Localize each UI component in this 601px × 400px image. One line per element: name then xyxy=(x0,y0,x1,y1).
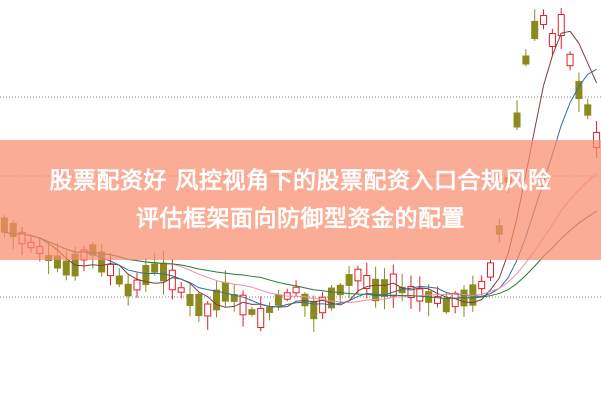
candle-body xyxy=(239,294,247,316)
candle-body xyxy=(487,262,495,278)
candle-body xyxy=(248,309,256,315)
candle-body xyxy=(221,282,229,302)
candle-body xyxy=(380,279,388,297)
candle-body xyxy=(292,286,300,294)
candle-body xyxy=(213,289,221,311)
candle-body xyxy=(274,294,282,306)
candle-body xyxy=(513,112,521,128)
candle-body xyxy=(310,300,318,320)
candle-body xyxy=(319,296,327,314)
candle-body xyxy=(548,33,556,47)
candle-body xyxy=(336,284,344,296)
candle-body xyxy=(266,307,274,313)
candle-body xyxy=(160,262,168,282)
candle-body xyxy=(115,275,123,285)
candle-body xyxy=(257,308,265,328)
candle-body xyxy=(372,278,380,302)
candle-body xyxy=(62,260,70,276)
candle-body xyxy=(451,292,459,308)
candle-body xyxy=(195,293,203,317)
candle-body xyxy=(204,303,212,317)
ma5-line xyxy=(4,30,598,308)
candle-body xyxy=(584,104,592,116)
candle-body xyxy=(407,285,415,299)
candle-body xyxy=(433,296,441,304)
title-line-2: 评估框架面向防御型资金的配置 xyxy=(136,206,465,232)
candle-body xyxy=(566,53,574,67)
candle-body xyxy=(168,269,176,291)
title-line-1: 股票配资好 风控视角下的股票配资入口合规风险 xyxy=(49,168,552,194)
candle-body xyxy=(186,293,194,307)
candle-body xyxy=(363,275,371,289)
candle-body xyxy=(327,287,335,309)
candle-body xyxy=(416,288,424,302)
candle-body xyxy=(540,14,548,26)
candle-body xyxy=(142,264,150,286)
candle-body xyxy=(151,263,159,273)
candle-body xyxy=(301,293,309,307)
candle-body xyxy=(531,20,539,40)
candle-body xyxy=(557,13,565,37)
candle-body xyxy=(345,274,353,286)
candle-body xyxy=(133,279,141,291)
candle-body xyxy=(442,297,450,313)
candle-body xyxy=(177,287,185,293)
candle-body xyxy=(124,283,132,297)
candle-body xyxy=(478,280,486,290)
candle-body xyxy=(106,263,114,277)
title-banner: 股票配资好 风控视角下的股票配资入口合规风险 评估框架面向防御型资金的配置 xyxy=(0,140,601,260)
candle-body xyxy=(354,268,362,282)
candle-body xyxy=(522,55,530,65)
candle-body xyxy=(575,80,583,100)
